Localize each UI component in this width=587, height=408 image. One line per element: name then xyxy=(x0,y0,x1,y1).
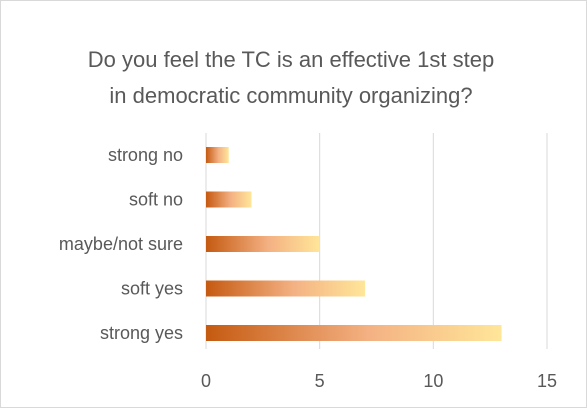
bars xyxy=(206,147,502,341)
bar-strong-yes xyxy=(206,325,502,341)
category-label: maybe/not sure xyxy=(59,234,183,254)
x-tick-labels: 0 5 10 15 xyxy=(201,371,557,391)
bar-strong-no xyxy=(206,147,229,163)
chart-title-line-1: Do you feel the TC is an effective 1st s… xyxy=(88,47,494,72)
x-tick-label: 15 xyxy=(537,371,557,391)
category-labels: strong no soft no maybe/not sure soft yes st… xyxy=(59,145,183,343)
category-label: soft yes xyxy=(121,279,183,299)
x-tick-label: 0 xyxy=(201,371,211,391)
category-label: strong no xyxy=(108,145,183,165)
bar-soft-no xyxy=(206,191,252,208)
bar-maybe-not-sure xyxy=(206,236,320,252)
chart-title-line-2: in democratic community organizing? xyxy=(109,83,472,108)
category-label: strong yes xyxy=(100,323,183,343)
category-label: soft no xyxy=(129,190,183,210)
bar-soft-yes xyxy=(206,280,366,297)
x-tick-label: 5 xyxy=(315,371,325,391)
x-tick-label: 10 xyxy=(423,371,443,391)
